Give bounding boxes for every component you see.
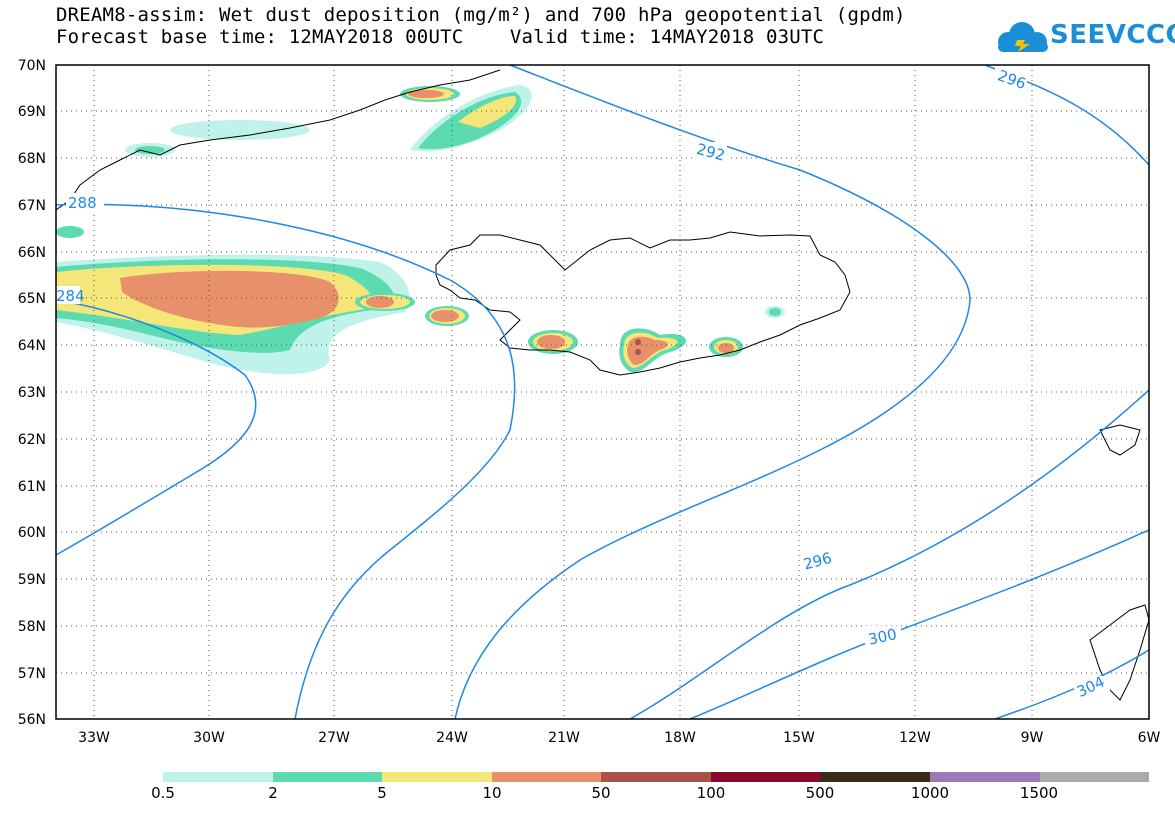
lon-label: 30W	[193, 730, 225, 746]
contour-label: 300	[867, 625, 899, 649]
map-frame	[55, 64, 1150, 720]
logo-text: SEEVCCC	[1050, 20, 1175, 50]
lat-label: 58N	[18, 619, 46, 635]
legend-label: 1000	[910, 784, 950, 802]
graticule	[56, 65, 1149, 719]
coastlines	[56, 69, 1149, 701]
lat-label: 59N	[18, 572, 46, 588]
legend-swatch	[1039, 772, 1150, 782]
contour-label: 288	[68, 194, 97, 212]
lon-label: 12W	[899, 730, 931, 746]
legend-swatch	[929, 772, 1040, 782]
contour-label: 284	[56, 287, 85, 305]
lat-label: 65N	[18, 291, 46, 307]
dust-shading	[56, 85, 785, 375]
lon-label: 27W	[318, 730, 350, 746]
legend-swatch	[382, 772, 492, 782]
lat-label: 61N	[18, 479, 46, 495]
latitude-labels: 70N 69N 68N 67N 66N 65N 64N 63N 62N 61N …	[18, 58, 46, 728]
lat-label: 64N	[18, 338, 46, 354]
longitude-labels: 33W 30W 27W 24W 21W 18W 15W 12W 9W 6W	[78, 730, 1160, 746]
legend-swatch	[272, 772, 383, 782]
color-legend	[163, 772, 1150, 782]
lon-label: 15W	[783, 730, 815, 746]
legend-label: 0.5	[151, 784, 175, 802]
lat-label: 60N	[18, 525, 46, 541]
lat-label: 62N	[18, 432, 46, 448]
map-subtitle: Forecast base time: 12MAY2018 00UTC Vali…	[56, 26, 825, 48]
legend-label: 50	[591, 784, 611, 802]
legend-swatch	[820, 772, 930, 782]
legend-label: 100	[696, 784, 726, 802]
lat-label: 70N	[18, 58, 46, 74]
lat-label: 69N	[18, 104, 46, 120]
lat-label: 68N	[18, 151, 46, 167]
legend-label: 10	[482, 784, 502, 802]
lon-label: 24W	[436, 730, 468, 746]
lat-label: 57N	[18, 666, 46, 682]
contour-labels: 296 292 288 284 296 300 304	[56, 66, 1110, 701]
legend-label: 2	[268, 784, 278, 802]
lat-label: 67N	[18, 198, 46, 214]
geopotential-contours	[56, 65, 1149, 719]
seevccc-cloud-logo-icon	[998, 22, 1048, 52]
lon-label: 9W	[1021, 730, 1044, 746]
legend-swatch	[710, 772, 821, 782]
lat-label: 66N	[18, 245, 46, 261]
legend-swatch	[163, 772, 273, 782]
lon-label: 21W	[548, 730, 580, 746]
legend-label: 500	[805, 784, 835, 802]
legend-label: 1500	[1019, 784, 1059, 802]
lat-label: 56N	[18, 712, 46, 728]
map-title: DREAM8-assim: Wet dust deposition (mg/m²…	[56, 4, 906, 26]
lon-label: 18W	[664, 730, 696, 746]
legend-swatch	[491, 772, 602, 782]
lon-label: 6W	[1138, 730, 1161, 746]
lon-label: 33W	[78, 730, 110, 746]
legend-label: 5	[377, 784, 387, 802]
legend-swatch	[601, 772, 711, 782]
lat-label: 63N	[18, 385, 46, 401]
